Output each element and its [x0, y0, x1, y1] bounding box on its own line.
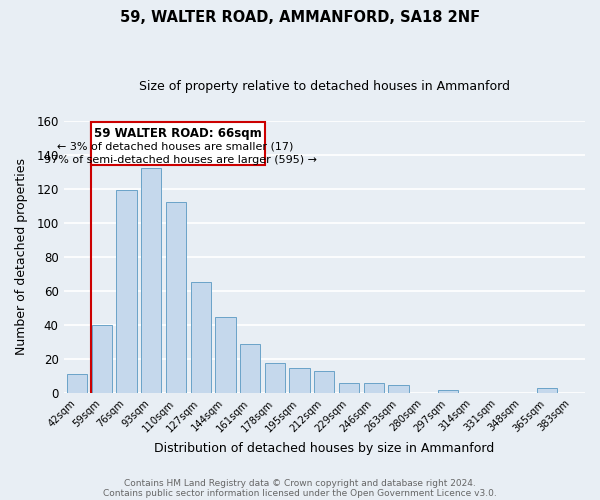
Title: Size of property relative to detached houses in Ammanford: Size of property relative to detached ho… [139, 80, 510, 93]
Text: Contains HM Land Registry data © Crown copyright and database right 2024.: Contains HM Land Registry data © Crown c… [124, 478, 476, 488]
Bar [339, 383, 359, 393]
Bar [438, 390, 458, 393]
Bar [265, 362, 285, 393]
Text: 97% of semi-detached houses are larger (595) →: 97% of semi-detached houses are larger (… [44, 156, 317, 166]
Text: 59, WALTER ROAD, AMMANFORD, SA18 2NF: 59, WALTER ROAD, AMMANFORD, SA18 2NF [120, 10, 480, 25]
Bar [536, 388, 557, 393]
Bar [388, 384, 409, 393]
Bar [116, 190, 137, 393]
Text: ← 3% of detached houses are smaller (17): ← 3% of detached houses are smaller (17) [57, 142, 293, 152]
Bar [364, 383, 384, 393]
Bar [289, 368, 310, 393]
Text: 59 WALTER ROAD: 66sqm: 59 WALTER ROAD: 66sqm [94, 128, 262, 140]
Bar [166, 202, 186, 393]
Bar [92, 325, 112, 393]
X-axis label: Distribution of detached houses by size in Ammanford: Distribution of detached houses by size … [154, 442, 494, 455]
Bar [314, 371, 334, 393]
Y-axis label: Number of detached properties: Number of detached properties [15, 158, 28, 356]
Bar [67, 374, 87, 393]
Bar [141, 168, 161, 393]
FancyBboxPatch shape [91, 122, 265, 165]
Bar [215, 316, 236, 393]
Text: Contains public sector information licensed under the Open Government Licence v3: Contains public sector information licen… [103, 488, 497, 498]
Bar [191, 282, 211, 393]
Bar [240, 344, 260, 393]
